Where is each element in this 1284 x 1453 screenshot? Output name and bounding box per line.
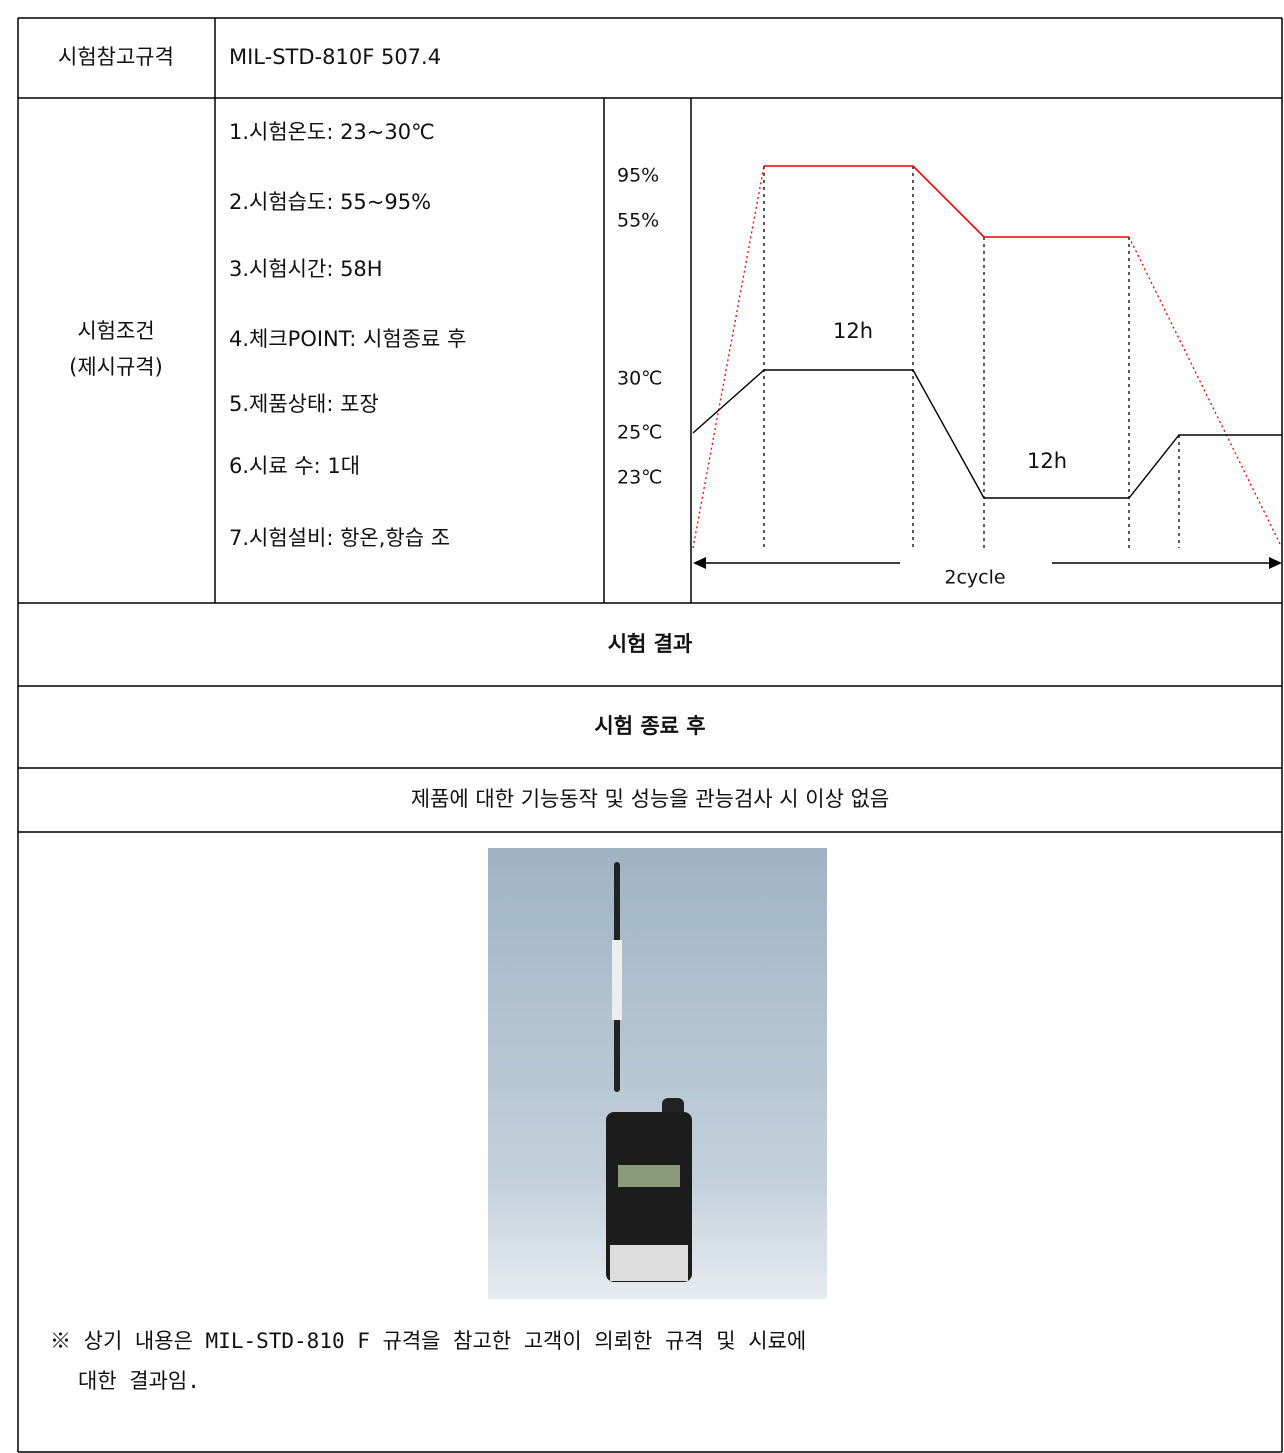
spec-value: MIL-STD-810F 507.4	[229, 45, 441, 69]
axis-label: 95%	[617, 165, 659, 187]
spec-label: 시험참고규격	[58, 45, 174, 69]
axis-label: 30℃	[617, 368, 663, 390]
condition-item: 5.제품상태: 포장	[229, 392, 379, 416]
results-finding: 제품에 대한 기능동작 및 성능을 관능검사 시 이상 없음	[411, 787, 889, 811]
table-borders	[17, 17, 1283, 1453]
humidity-ramp	[692, 165, 765, 549]
temperature-line	[692, 369, 1282, 499]
results-subheader: 시험 종료 후	[594, 714, 705, 738]
condition-item: 4.체크POINT: 시험종료 후	[229, 327, 466, 351]
duration-label: 12h	[1027, 449, 1067, 473]
arrow-head	[1269, 557, 1282, 569]
axis-label: 55%	[617, 210, 659, 232]
results-header: 시험 결과	[608, 632, 693, 656]
condition-item: 2.시험습도: 55~95%	[229, 190, 431, 214]
span-label: 2cycle	[944, 567, 1005, 589]
product-photo	[488, 848, 827, 1299]
axis-labels: 95% 55% 30℃ 25℃ 23℃	[617, 165, 663, 489]
condition-item: 6.시료 수: 1대	[229, 454, 360, 478]
humidity-ramp	[1128, 236, 1283, 549]
condition-list: 1.시험온도: 23~30℃ 2.시험습도: 55~95% 3.시험시간: 58H 4…	[229, 120, 466, 550]
conditions-label: 시험조건	[77, 319, 154, 343]
axis-label: 23℃	[617, 467, 663, 489]
humidity-line	[764, 165, 1129, 238]
condition-item: 7.시험설비: 항온,항습 조	[229, 526, 450, 550]
arrow-head	[693, 557, 706, 569]
note-line: 대한 결과임.	[78, 1369, 200, 1393]
conditions-label: (제시규격)	[69, 355, 163, 379]
condition-item: 3.시험시간: 58H	[229, 257, 383, 281]
condition-item: 1.시험온도: 23~30℃	[229, 120, 435, 144]
cycle-diagram: 2cycle 12h 12h 95% 55% 30℃ 25℃ 23℃	[617, 165, 1283, 589]
duration-label: 12h	[833, 319, 873, 343]
note-line: ※ 상기 내용은 MIL-STD-810 F 규격을 참고한 고객이 의뢰한 규…	[50, 1329, 806, 1353]
axis-label: 25℃	[617, 422, 663, 444]
phase-dividers	[763, 166, 1180, 548]
